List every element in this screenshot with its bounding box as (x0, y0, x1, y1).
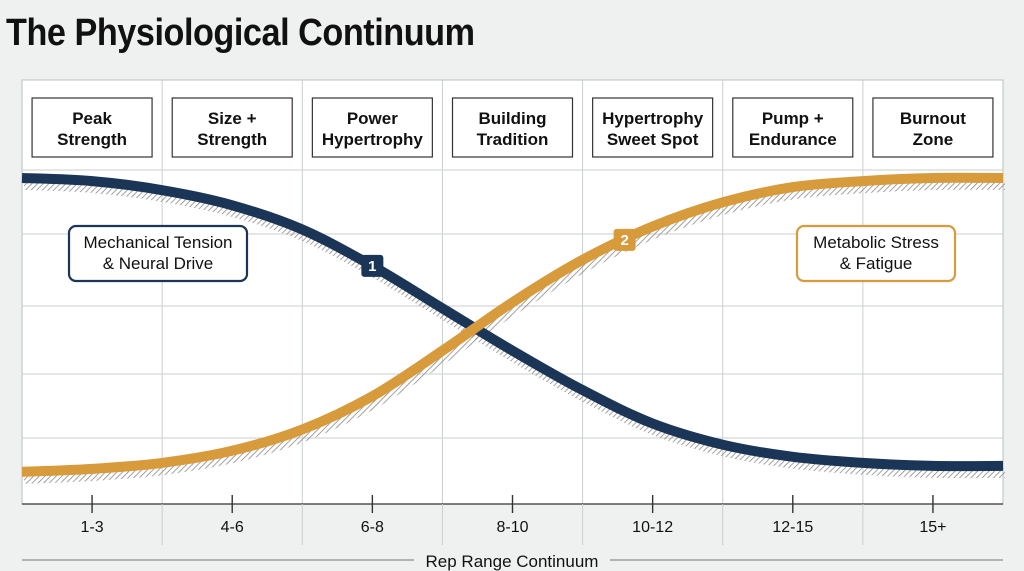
x-axis-label: Rep Range Continuum (426, 552, 599, 571)
zone-box-frame (872, 97, 994, 158)
series-2-badge: 2 (613, 228, 636, 251)
zone-box: Power Hypertrophy (311, 97, 433, 158)
badge-number: 2 (620, 232, 628, 249)
zone-box: Building Tradition (451, 97, 574, 158)
zone-box-frame (31, 97, 153, 158)
zone-label: Tradition (477, 130, 549, 149)
zone-label: Building (479, 109, 547, 128)
series-1-line (21, 173, 1004, 472)
series-2-shadow (23, 179, 1006, 484)
x-tick-label: 15+ (919, 519, 946, 536)
callout-frame (67, 224, 249, 283)
callout-label: Mechanical Tension (84, 233, 233, 252)
badge-number: 1 (368, 258, 376, 275)
zone-box: Hypertrophy Sweet Spot (592, 97, 714, 158)
callout-label: & Fatigue (840, 254, 913, 273)
zone-box-frame (592, 97, 714, 158)
badge-box (613, 228, 636, 251)
zone-box: Size + Strength (171, 97, 293, 158)
zone-label: Endurance (749, 130, 837, 149)
zone-label: Hypertrophy (602, 109, 704, 128)
zone-box: Burnout Zone (872, 97, 994, 158)
series-1-badge: 1 (361, 254, 384, 277)
zone-box: Peak Strength (31, 97, 153, 158)
zone-label: Power (347, 109, 398, 128)
zone-label: Sweet Spot (607, 130, 699, 149)
badge-box (361, 254, 384, 277)
xlabel-backdrop (414, 547, 610, 571)
x-tick-label: 6-8 (361, 519, 384, 536)
zone-label: Burnout (900, 109, 966, 128)
x-tick-label: 12-15 (772, 519, 813, 536)
x-axis: 1-3 4-6 6-8 8-10 10-12 12-15 15+ (22, 495, 1003, 545)
zone-box-frame (451, 97, 574, 158)
zone-label: Pump + (762, 109, 824, 128)
zone-label: Hypertrophy (322, 130, 424, 149)
grid-lines (22, 80, 1003, 504)
series-1-shadow (23, 180, 1006, 479)
chart-title: The Physiological Continuum (6, 12, 475, 54)
zone-boxes: Peak Strength Size + Strength Power Hypertrop… (31, 97, 994, 158)
curves (21, 172, 1006, 484)
zone-box: Pump + Endurance (732, 97, 854, 158)
zone-label: Strength (197, 130, 267, 149)
zone-label: Size + (208, 109, 257, 128)
zone-box-frame (171, 97, 293, 158)
series-2-line (21, 172, 1004, 477)
zone-label: Strength (57, 130, 127, 149)
zone-box-frame (311, 97, 433, 158)
zone-label: Zone (913, 130, 954, 149)
callout-label: Metabolic Stress (813, 233, 939, 252)
series-2-callout: Metabolic Stress & Fatigue (795, 224, 957, 283)
series-1-callout: Mechanical Tension & Neural Drive (67, 224, 249, 283)
zone-label: Peak (72, 109, 112, 128)
callout-frame (795, 224, 957, 283)
callout-label: & Neural Drive (103, 254, 214, 273)
x-tick-label: 8-10 (496, 519, 528, 536)
zone-box-frame (732, 97, 854, 158)
x-tick-label: 10-12 (632, 519, 673, 536)
callouts: Mechanical Tension & Neural Drive 1 Metabol… (67, 224, 957, 283)
x-tick-label: 4-6 (221, 519, 244, 536)
x-tick-label: 1-3 (81, 519, 104, 536)
